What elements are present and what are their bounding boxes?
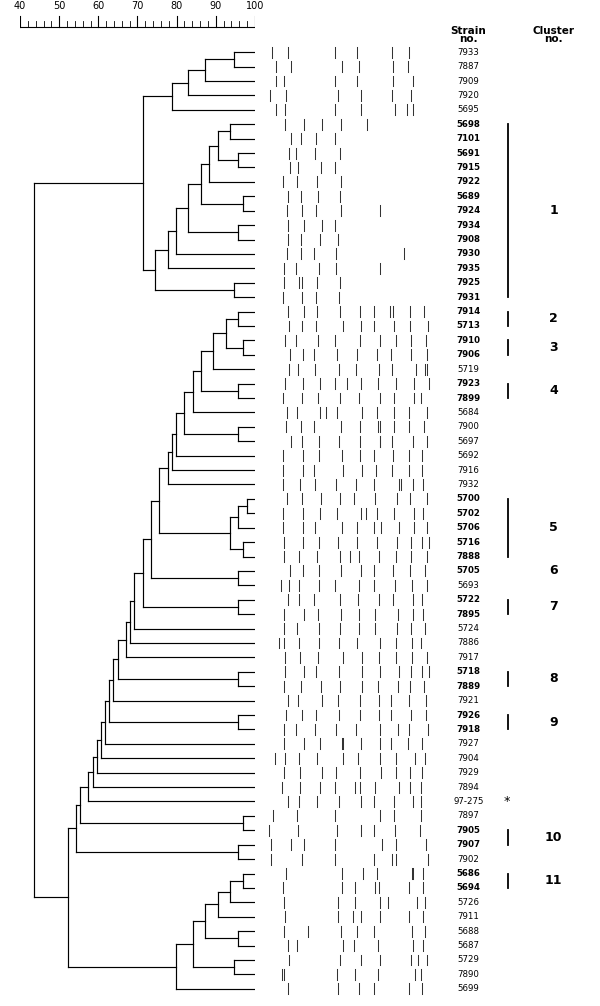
Text: 5694: 5694: [457, 883, 481, 892]
Text: 7910: 7910: [457, 336, 481, 345]
Text: 7930: 7930: [457, 249, 481, 259]
Text: 5706: 5706: [457, 523, 481, 532]
Text: 7907: 7907: [457, 840, 481, 849]
Text: 5: 5: [550, 521, 558, 534]
Text: 6: 6: [550, 564, 558, 577]
Text: 7927: 7927: [458, 739, 479, 748]
Text: 7902: 7902: [458, 855, 479, 863]
Text: 7888: 7888: [457, 552, 481, 561]
Text: 5705: 5705: [457, 566, 481, 575]
Text: 5718: 5718: [457, 667, 481, 676]
Text: 90: 90: [210, 1, 222, 10]
Text: 7926: 7926: [457, 710, 481, 719]
Text: 2: 2: [550, 312, 558, 325]
Text: 7925: 7925: [457, 279, 481, 288]
Text: 5724: 5724: [457, 624, 479, 633]
Text: 7: 7: [550, 601, 558, 614]
Text: 7931: 7931: [457, 293, 481, 302]
Text: 7929: 7929: [458, 769, 479, 778]
Text: 7900: 7900: [458, 423, 479, 432]
Text: 5684: 5684: [457, 407, 479, 416]
Text: 5719: 5719: [458, 365, 479, 373]
Text: 5686: 5686: [457, 869, 481, 878]
Text: *: *: [503, 795, 510, 808]
Text: 7932: 7932: [458, 480, 479, 489]
Text: 5695: 5695: [458, 106, 479, 115]
Text: 5689: 5689: [457, 192, 481, 201]
Text: 7917: 7917: [458, 653, 479, 662]
Text: 5691: 5691: [457, 149, 481, 158]
Text: 7897: 7897: [458, 812, 479, 820]
Text: 50: 50: [53, 1, 65, 10]
Text: 40: 40: [14, 1, 26, 10]
Text: 5688: 5688: [457, 927, 479, 936]
Text: 7933: 7933: [458, 47, 479, 56]
Text: 7890: 7890: [458, 970, 479, 979]
Text: no.: no.: [544, 33, 563, 43]
Text: 5687: 5687: [457, 941, 479, 950]
Text: 5699: 5699: [458, 984, 479, 993]
Text: 7899: 7899: [457, 393, 481, 402]
Text: 7922: 7922: [457, 177, 481, 186]
Text: 5693: 5693: [458, 580, 479, 590]
Text: 7904: 7904: [458, 753, 479, 763]
Text: 100: 100: [246, 1, 264, 10]
Text: 7921: 7921: [458, 696, 479, 705]
Text: 5702: 5702: [457, 509, 481, 518]
Text: no.: no.: [459, 33, 478, 43]
Text: 80: 80: [170, 1, 183, 10]
Text: 70: 70: [131, 1, 143, 10]
Text: 7908: 7908: [457, 235, 481, 244]
Text: 4: 4: [550, 384, 558, 397]
Text: Cluster: Cluster: [533, 26, 575, 36]
Text: 9: 9: [550, 715, 558, 728]
Text: 60: 60: [92, 1, 104, 10]
Text: 7905: 7905: [457, 826, 481, 835]
Text: 7887: 7887: [457, 62, 479, 71]
Text: 7923: 7923: [457, 379, 481, 388]
Text: 1: 1: [550, 204, 558, 217]
Text: 7918: 7918: [457, 725, 481, 734]
Text: 7914: 7914: [457, 307, 481, 316]
Text: 5713: 5713: [457, 322, 481, 331]
Text: 5729: 5729: [458, 956, 479, 965]
Text: 7886: 7886: [457, 639, 479, 648]
Text: 7916: 7916: [458, 466, 479, 475]
Text: 7906: 7906: [457, 350, 481, 359]
Text: 97-275: 97-275: [453, 797, 484, 806]
Text: 7911: 7911: [458, 912, 479, 921]
Text: 7915: 7915: [457, 163, 481, 172]
Text: 7101: 7101: [457, 134, 481, 143]
Text: 5716: 5716: [457, 537, 481, 546]
Text: 7934: 7934: [457, 220, 481, 229]
Text: 7909: 7909: [458, 76, 479, 86]
Text: 5722: 5722: [457, 596, 481, 605]
Text: 7924: 7924: [457, 206, 481, 215]
Text: 7935: 7935: [457, 264, 481, 273]
Text: 7895: 7895: [457, 610, 481, 619]
Text: 5698: 5698: [457, 120, 481, 129]
Text: 5692: 5692: [458, 451, 479, 460]
Text: 7889: 7889: [457, 682, 481, 691]
Text: 5700: 5700: [457, 494, 481, 503]
Text: 7920: 7920: [458, 91, 479, 100]
Text: 7894: 7894: [458, 783, 479, 792]
Text: 5697: 5697: [458, 437, 479, 446]
Text: Strain: Strain: [451, 26, 487, 36]
Text: 11: 11: [545, 874, 563, 887]
Text: 8: 8: [550, 672, 558, 685]
Text: 10: 10: [545, 831, 563, 844]
Text: 3: 3: [550, 341, 558, 354]
Text: 5726: 5726: [457, 897, 479, 906]
